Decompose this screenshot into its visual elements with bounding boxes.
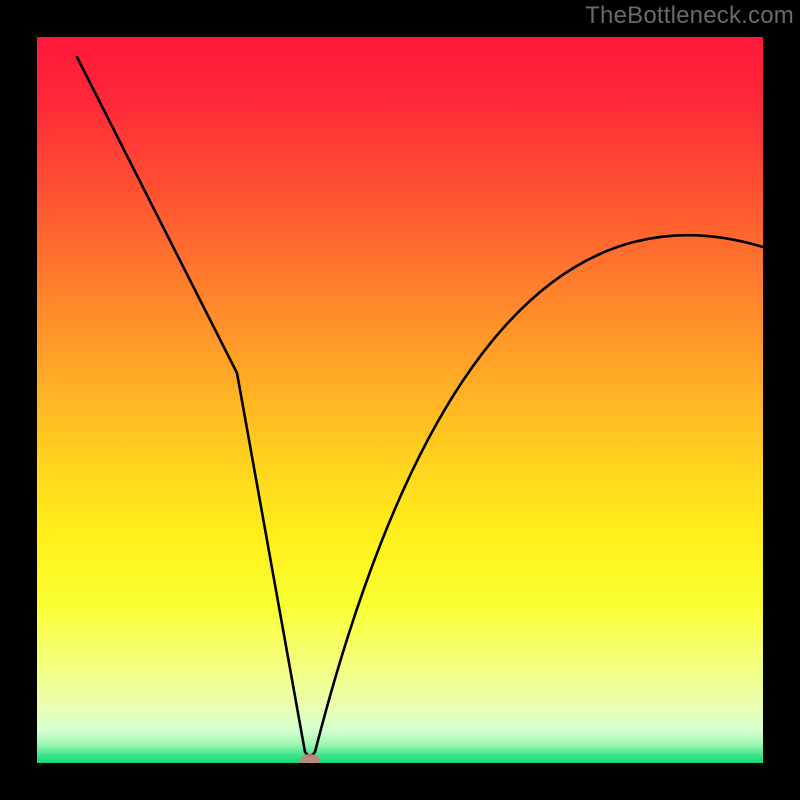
bottleneck-chart [0, 0, 800, 800]
chart-stage: TheBottleneck.com [0, 0, 800, 800]
watermark-text: TheBottleneck.com [585, 2, 794, 30]
plot-background [37, 37, 763, 763]
